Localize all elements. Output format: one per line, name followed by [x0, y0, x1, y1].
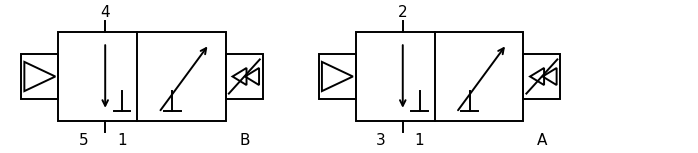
Text: A: A	[537, 133, 547, 148]
Bar	[226, 54, 262, 99]
Text: 1: 1	[415, 133, 424, 148]
Bar	[524, 54, 560, 99]
Text: 5: 5	[79, 133, 88, 148]
Bar	[319, 54, 356, 99]
Text: 1: 1	[117, 133, 127, 148]
Bar	[22, 54, 58, 99]
Text: B: B	[239, 133, 250, 148]
Bar	[356, 32, 524, 121]
Text: 4: 4	[101, 5, 110, 20]
Text: 3: 3	[376, 133, 386, 148]
Text: 2: 2	[398, 5, 408, 20]
Bar	[59, 32, 226, 121]
